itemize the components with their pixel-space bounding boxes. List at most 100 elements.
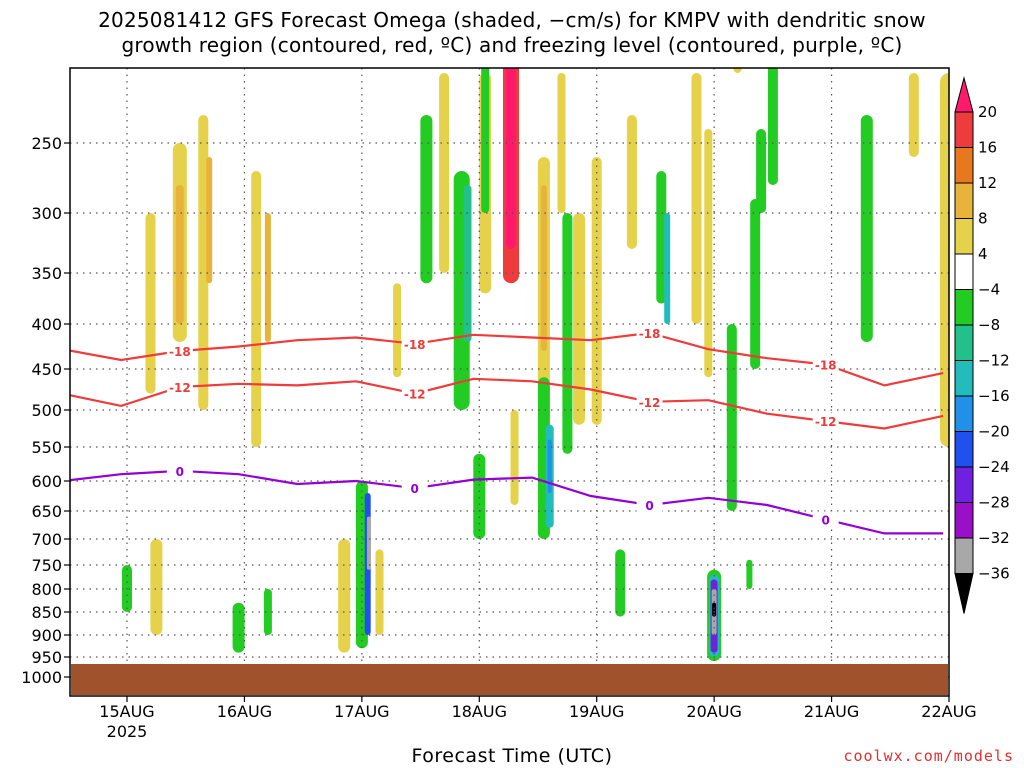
x-tick-sublabel: 2025 [107,722,148,741]
contour-label: 0 [822,513,830,527]
colorbar-segment [954,253,974,290]
colorbar-label: 8 [978,210,988,228]
y-tick-label: 800 [31,580,62,599]
omega-blob [547,439,552,493]
omega-blob [756,129,767,213]
omega-blob [473,453,486,539]
x-tick-label: 17AUG [334,702,389,721]
omega-blob [562,213,573,454]
contour-label-bg [401,480,428,496]
colorbar-label: −28 [978,494,1010,512]
contour-label-bg [636,325,663,340]
contour-label-bg [166,343,193,358]
colorbar-label: −8 [978,316,1000,334]
colorbar-segment [954,395,974,432]
y-tick-label: 750 [31,556,62,575]
contour-label: -18 [815,359,837,373]
x-tick-label: 21AUG [804,702,859,721]
colorbar-segment [954,431,974,468]
contour-label: -12 [815,415,837,429]
colorbar-label: −32 [978,529,1010,547]
colorbar-label: −24 [978,458,1010,476]
x-axis: 15AUG 16AUG 17AUG 18AUG 19AUG 20AUG 21AUG 22AUG… [99,696,977,741]
colorbar-segment [954,466,974,503]
x-tick-label: 19AUG [569,702,624,721]
omega-blob [510,410,519,505]
y-tick-label: 1000 [21,668,62,687]
colorbar-top-arrow [954,76,974,113]
contour-label: -12 [169,381,191,395]
y-tick-label: 450 [31,360,62,379]
omega-blob [145,213,156,394]
contour-label: -12 [639,396,661,410]
omega-blob [908,73,919,157]
colorbar-label: −20 [978,423,1010,441]
colorbar-segment [954,289,974,326]
x-tick-label: 15AUG [99,702,154,721]
colorbar-label: 20 [978,103,997,121]
y-tick-label: 900 [31,626,62,645]
omega-blob [375,549,384,635]
omega-blob [481,68,490,213]
omega-blob [506,68,516,249]
omega-shading [122,68,949,661]
colorbar-label: −12 [978,352,1010,370]
x-tick-label: 18AUG [452,702,507,721]
colorbar-segment [954,218,974,255]
x-axis-title: Forecast Time (UTC) [411,745,613,767]
omega-blob [712,602,717,617]
contour-label: 0 [176,465,184,479]
chart-title-line2: growth region (contoured, red, ºC) and f… [121,33,903,57]
omega-blob [463,185,472,342]
contour-minus12 [70,377,944,430]
omega-blob [263,589,272,635]
y-tick-label: 600 [31,472,62,491]
y-tick-label: 700 [31,530,62,549]
omega-blob [767,68,778,185]
omega-blob [573,213,586,425]
contour-label-bg [812,511,839,527]
omega-blob [664,213,671,324]
omega-blob [232,602,245,653]
omega-blob [691,73,702,324]
y-tick-label: 250 [31,134,62,153]
contour-minus18 [70,331,944,387]
omega-blob [420,115,433,284]
y-tick-label: 300 [31,204,62,223]
contour-label-bg [636,497,663,512]
omega-blob [726,324,737,511]
omega-blob [366,516,371,570]
y-tick-label: 400 [31,315,62,334]
contour-label: -18 [404,338,426,352]
contour-label: -12 [404,388,426,402]
omega-blob [251,171,262,447]
omega-blob [175,185,184,324]
credit-link[interactable]: coolwx.com/models [843,747,1014,765]
omega-blob [746,559,753,589]
omega-blob [150,539,163,635]
omega-blob [733,68,742,73]
colorbar-label: −16 [978,387,1010,405]
omega-blob [750,199,761,369]
y-tick-label: 350 [31,264,62,283]
colorbar-segment [954,324,974,361]
y-tick-label: 850 [31,603,62,622]
contour-label: 0 [411,482,419,496]
omega-blob [615,549,626,617]
colorbar-label: −36 [978,565,1010,583]
contour-label-bg [401,335,428,351]
colorbar-segment [954,360,974,397]
contour-label-bg [166,379,193,395]
omega-blob [626,115,637,249]
colorbar-segment [954,537,974,574]
omega-blob [264,213,271,342]
omega-blob [656,171,667,304]
omega-blob [540,185,547,351]
contour-label: 0 [645,499,653,513]
contour-lines: -18 -18 -18 -18 -12 -12 -12 -12 0 0 0 0 [70,325,944,535]
contour-label-bg [812,356,839,372]
colorbar-label: −4 [978,281,1000,299]
contour-label-bg [166,462,193,478]
y-tick-label: 550 [31,438,62,457]
omega-blob [940,73,949,447]
